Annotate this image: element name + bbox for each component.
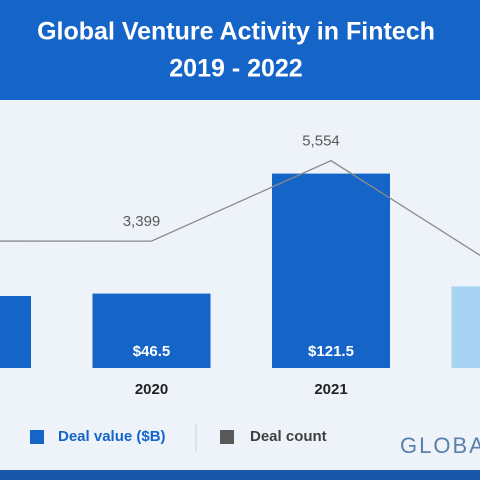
value-label: $121.5: [308, 343, 354, 360]
footer-band: [0, 470, 480, 480]
value-label: 3,399: [123, 213, 161, 230]
x-tick-label: 2020: [135, 381, 168, 398]
bar: [92, 293, 211, 368]
legend-label: Deal count: [250, 428, 327, 445]
bar: [272, 173, 390, 368]
legend-swatch: [220, 430, 234, 444]
line: [0, 159, 480, 257]
legend-swatch: [30, 430, 44, 444]
x-tick-label: 2021: [314, 381, 347, 398]
header-band: [0, 0, 480, 100]
legend-label: Deal value ($B): [58, 428, 166, 445]
bar: [0, 296, 31, 368]
logo: GLOBAL: [400, 433, 480, 458]
value-label: $46.5: [133, 343, 171, 360]
value-label: 5,554: [302, 133, 340, 150]
chart-title: Global Venture Activity in Fintech: [37, 18, 435, 46]
chart-subtitle: 2019 - 2022: [169, 55, 302, 83]
bar: [451, 286, 480, 368]
